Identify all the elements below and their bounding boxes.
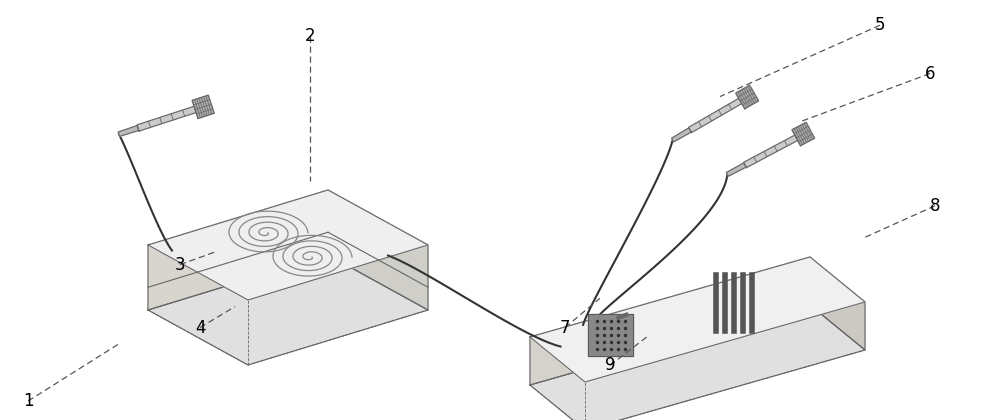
Polygon shape	[744, 135, 798, 168]
Polygon shape	[148, 190, 328, 310]
Polygon shape	[137, 106, 196, 131]
Polygon shape	[726, 163, 746, 176]
Polygon shape	[148, 190, 428, 300]
Polygon shape	[192, 95, 214, 118]
Polygon shape	[810, 257, 865, 350]
Text: 3: 3	[175, 256, 185, 273]
Text: 6: 6	[925, 65, 935, 82]
Polygon shape	[530, 257, 865, 382]
Polygon shape	[148, 255, 428, 365]
Text: 7: 7	[560, 319, 570, 336]
Text: 9: 9	[605, 357, 615, 374]
Polygon shape	[736, 85, 759, 109]
Polygon shape	[688, 98, 742, 133]
Text: 1: 1	[23, 392, 33, 410]
Polygon shape	[672, 128, 691, 142]
Polygon shape	[118, 126, 139, 136]
Text: 2: 2	[305, 27, 315, 45]
Polygon shape	[588, 314, 633, 356]
Text: 8: 8	[930, 197, 940, 215]
Polygon shape	[530, 257, 810, 385]
Text: 4: 4	[195, 319, 205, 336]
Polygon shape	[530, 305, 865, 420]
Polygon shape	[792, 122, 815, 146]
Text: 5: 5	[875, 16, 885, 34]
Polygon shape	[328, 190, 428, 310]
